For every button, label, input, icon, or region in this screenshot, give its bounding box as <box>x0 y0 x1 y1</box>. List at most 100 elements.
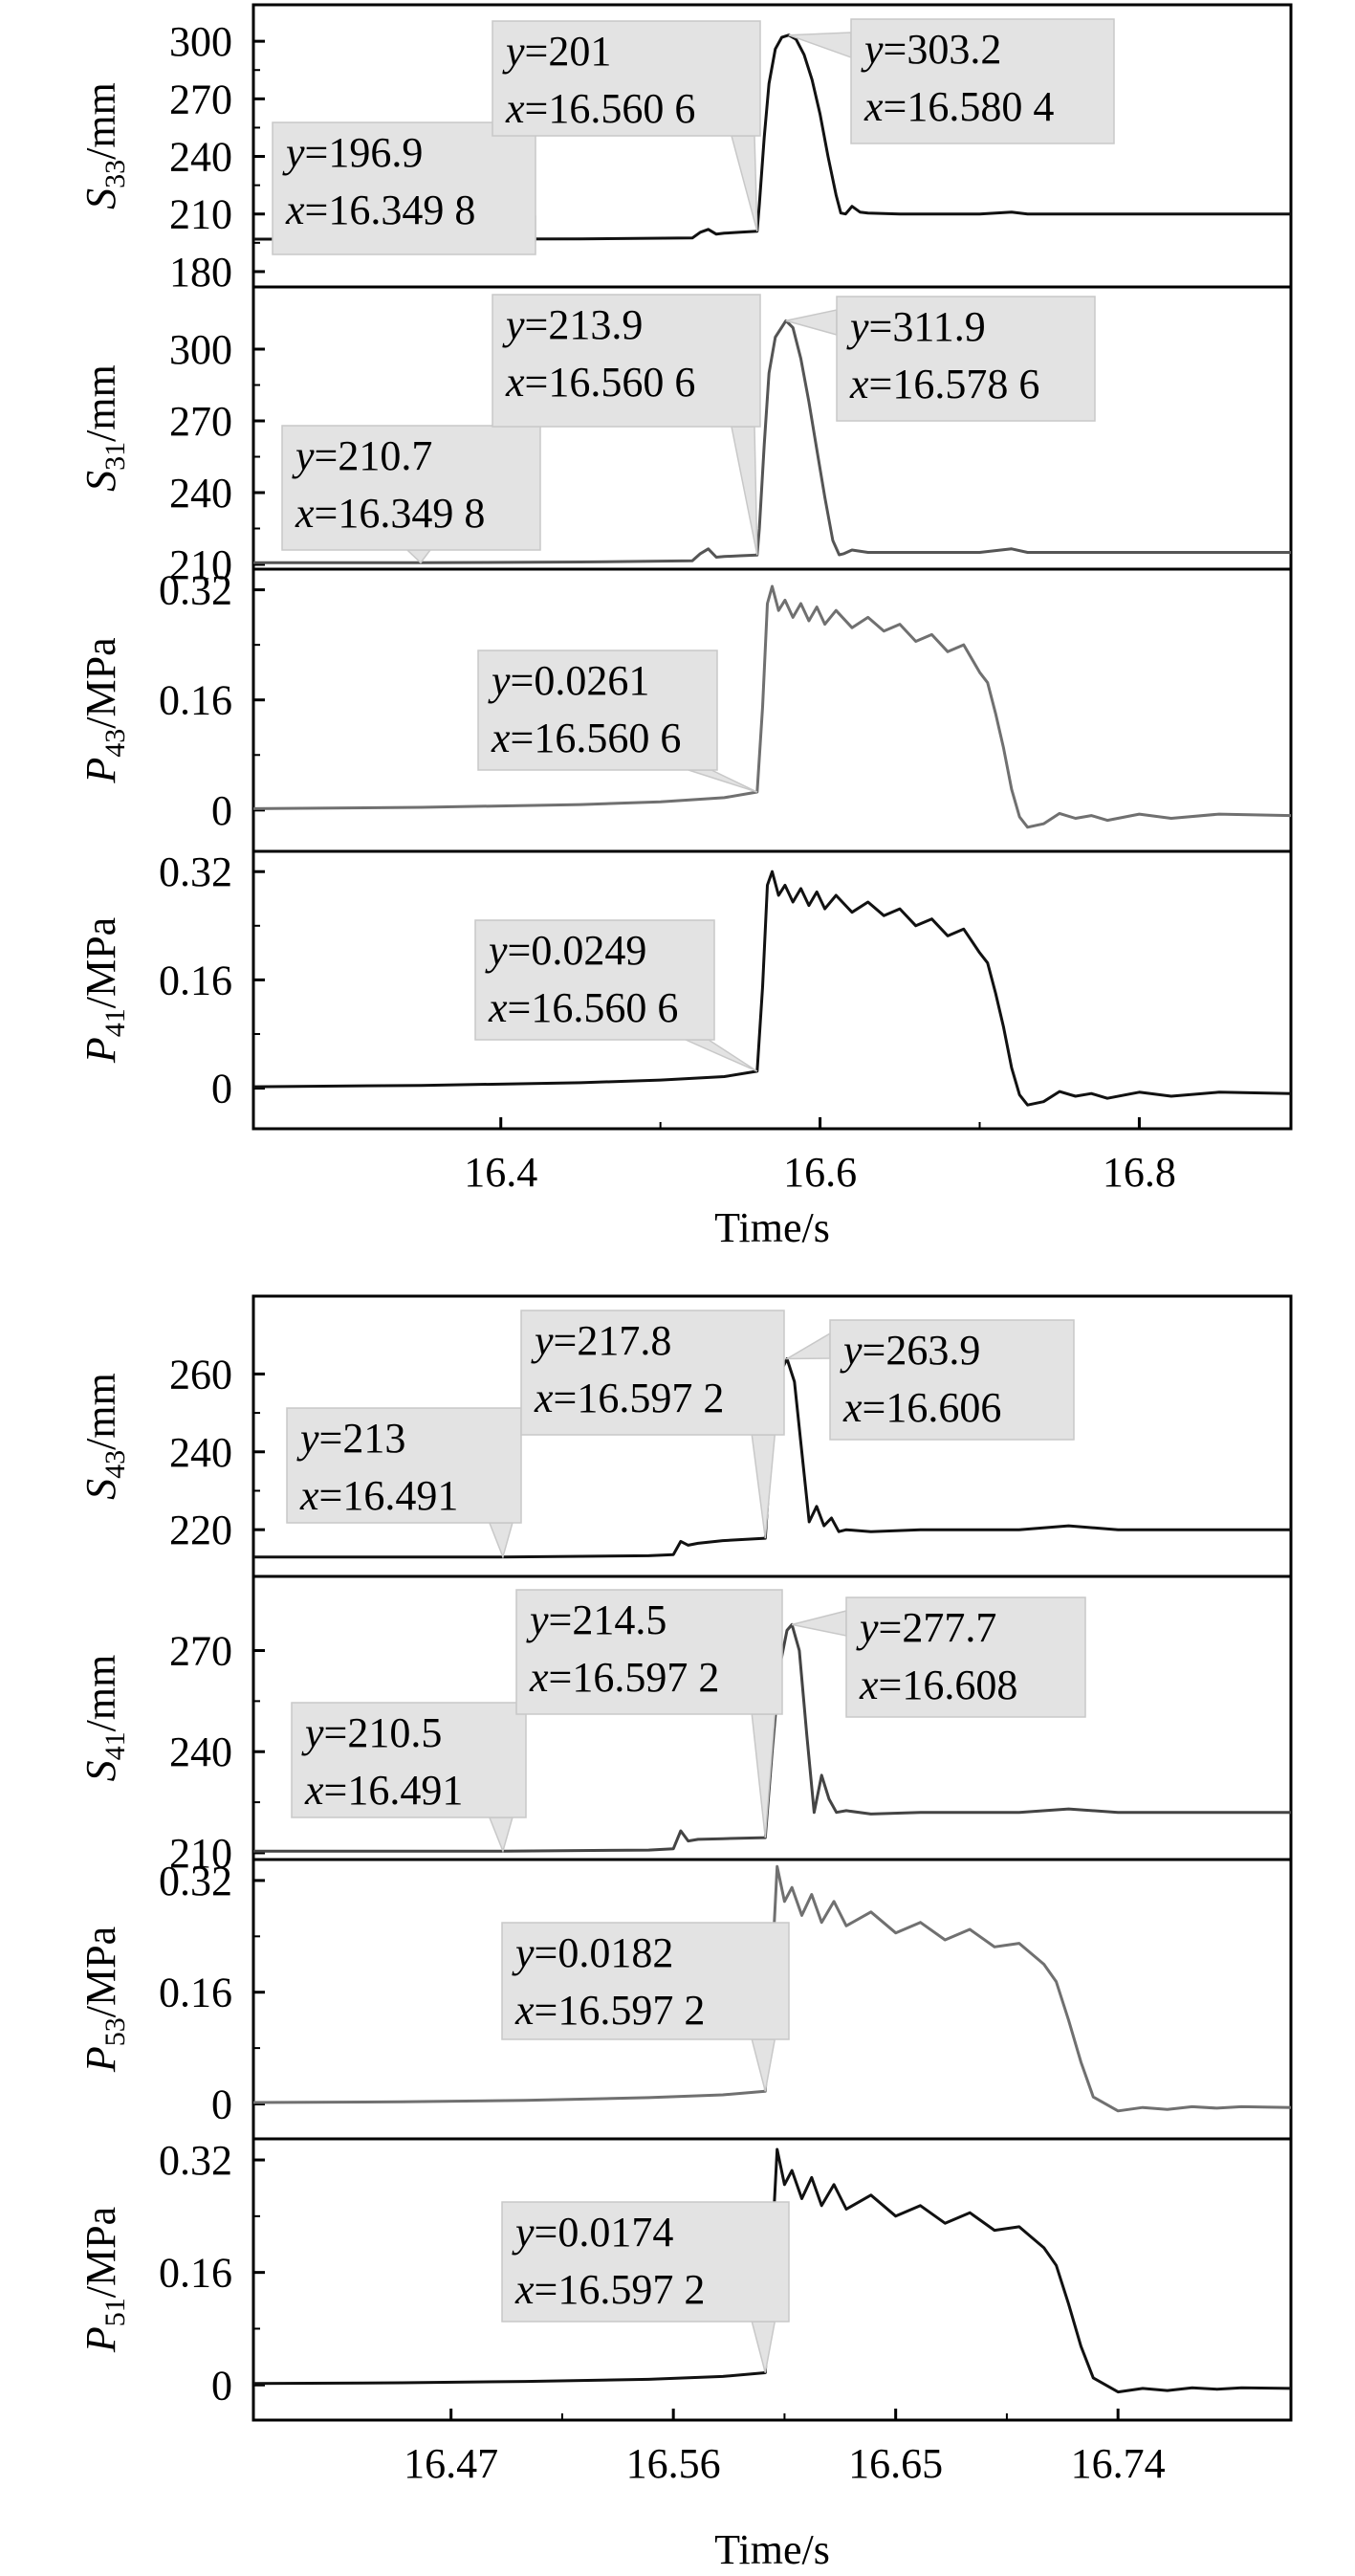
panel-s43: 220 240 260 S43/mm y=213 x=16.491 y=217.8 x=16.… <box>77 1294 1293 1578</box>
x-tick-label: 16.65 <box>848 2440 943 2487</box>
series-line <box>253 1357 1291 1559</box>
callout-y-text: y=201 <box>502 28 611 75</box>
callout-box <box>845 1596 1086 1718</box>
callout: y=196.9 x=16.349 8 <box>272 121 536 255</box>
y-tick-label: 240 <box>169 1728 232 1775</box>
callout-pointer <box>784 1332 831 1360</box>
callout: y=0.0174 x=16.597 2 <box>501 2201 790 2373</box>
callout-y-text: y=0.0174 <box>512 2209 673 2256</box>
callout-pointer <box>751 2321 776 2373</box>
callout-y-text: y=214.5 <box>526 1596 667 1643</box>
callout-box <box>272 121 536 255</box>
callout-x-text: x=16.608 <box>859 1662 1017 1708</box>
callout-y-text: y=213 <box>296 1415 405 1462</box>
callout-box <box>281 425 541 551</box>
callout-box <box>501 2201 790 2323</box>
callout-x-text: x=16.597 2 <box>514 2266 705 2313</box>
callout-box <box>850 18 1115 144</box>
y-tick-label: 300 <box>169 326 232 373</box>
callout-box <box>474 919 715 1041</box>
panel-s41: 210 240 270 S41/mm y=210.5 x=16.491 y=214.5 x=1… <box>77 1574 1293 1877</box>
x-tick-label: 16.47 <box>404 2440 498 2487</box>
x-tick-label: 16.74 <box>1071 2440 1166 2487</box>
callout-y-text: y=263.9 <box>840 1327 980 1374</box>
callout: y=214.5 x=16.597 2 <box>515 1589 783 1838</box>
callout: y=213 x=16.491 <box>286 1407 522 1560</box>
callout-pointer <box>791 1610 847 1637</box>
panel-p51: 0 0.16 0.32 P51/MPa y=0.0174 x=16.597 2 <box>77 2137 1293 2422</box>
callout-pointer <box>751 2038 776 2092</box>
callout-x-text: x=16.597 2 <box>529 1654 719 1701</box>
y-tick-label: 0.16 <box>159 1970 232 2016</box>
series-line <box>253 33 1291 241</box>
y-tick-label: 0.32 <box>159 848 232 895</box>
series-line <box>253 1622 1291 1853</box>
callout: y=0.0261 x=16.560 6 <box>477 650 758 793</box>
callout-pointer <box>488 1522 514 1560</box>
y-axis-label: P43/MPa <box>77 637 131 783</box>
y-tick-label: 210 <box>169 191 232 238</box>
callout-x-text: x=16.597 2 <box>514 1987 705 2034</box>
y-tick-label: 210 <box>169 1830 232 1877</box>
x-axis-label: Time/s <box>714 2526 830 2573</box>
callout-box <box>477 650 718 771</box>
callout: y=277.7 x=16.608 <box>791 1596 1086 1718</box>
y-tick-label: 0.16 <box>159 2250 232 2297</box>
x-tick-label: 16.8 <box>1103 1149 1176 1196</box>
callout-y-text: y=213.9 <box>502 301 643 348</box>
callout-x-text: x=16.491 <box>299 1472 458 1519</box>
callout-box <box>829 1319 1075 1441</box>
series-line <box>253 319 1291 564</box>
callout-box <box>492 20 761 137</box>
y-tick-label: 0 <box>211 1066 232 1112</box>
callout-pointer <box>405 549 432 564</box>
panel-p41: 0 0.16 0.32 P41/MPa y=0.0249 x=16.560 6 <box>77 848 1293 1131</box>
y-axis-label: S43/mm <box>77 1373 131 1500</box>
panel-p43: 0 0.16 0.32 P43/MPa y=0.0261 x=16.560 6 <box>77 567 1293 853</box>
y-tick-label: 270 <box>169 1628 232 1675</box>
callout-x-text: x=16.560 6 <box>505 359 695 406</box>
y-tick-label: 270 <box>169 76 232 122</box>
callout: y=263.9 x=16.606 <box>784 1319 1075 1441</box>
y-axis-label: S41/mm <box>77 1655 131 1782</box>
y-tick-label: 300 <box>169 18 232 65</box>
callout-y-text: y=0.0182 <box>512 1929 673 1976</box>
callout-box <box>492 294 761 428</box>
y-tick-label: 0.32 <box>159 2137 232 2184</box>
callout-pointer <box>751 1434 776 1539</box>
callout-box <box>291 1702 527 1818</box>
panel-frame <box>251 2137 1293 2422</box>
callout-box <box>836 296 1096 422</box>
y-tick-label: 240 <box>169 470 232 517</box>
callout-pointer <box>731 135 758 231</box>
panel-frame <box>251 849 1293 1131</box>
callout: y=217.8 x=16.597 2 <box>520 1310 785 1539</box>
callout: y=210.5 x=16.491 <box>291 1702 527 1854</box>
callout: y=0.0182 x=16.597 2 <box>501 1922 790 2092</box>
y-tick-label: 0.16 <box>159 957 232 1003</box>
callout-x-text: x=16.560 6 <box>491 715 681 761</box>
y-tick-label: 210 <box>169 541 232 588</box>
y-tick-label: 0 <box>211 787 232 834</box>
panel-p53: 0 0.16 0.32 P53/MPa y=0.0182 x=16.597 2 <box>77 1858 1293 2141</box>
callout-y-text: y=210.7 <box>292 432 432 479</box>
y-axis-label: P51/MPa <box>77 2207 131 2353</box>
callout-box <box>501 1922 790 2040</box>
callout-y-text: y=210.5 <box>301 1709 442 1756</box>
callout-x-text: x=16.578 6 <box>849 361 1039 407</box>
callout-x-text: x=16.560 6 <box>505 85 695 132</box>
callout-box <box>515 1589 783 1715</box>
callout-pointer <box>731 426 758 556</box>
callout-x-text: x=16.349 8 <box>285 187 475 233</box>
callout-x-text: x=16.606 <box>842 1384 1001 1431</box>
callout-y-text: y=0.0261 <box>488 657 649 704</box>
callout-pointer <box>488 1816 514 1854</box>
y-tick-label: 0.32 <box>159 1858 232 1904</box>
callout: y=210.7 x=16.349 8 <box>281 425 541 564</box>
callout: y=213.9 x=16.560 6 <box>492 294 761 556</box>
callout: y=311.9 x=16.578 6 <box>785 296 1096 422</box>
callout-y-text: y=311.9 <box>846 303 986 350</box>
